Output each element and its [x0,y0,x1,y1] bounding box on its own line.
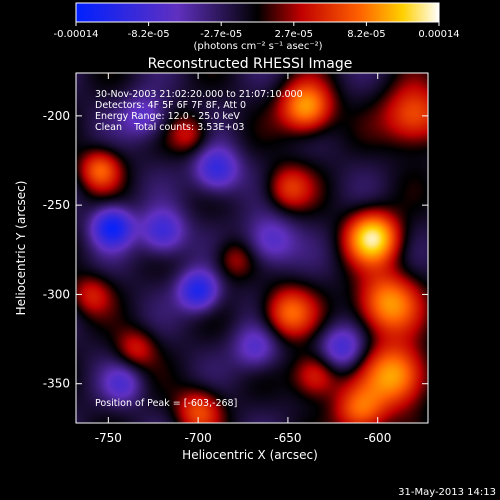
colorbar-tick-label: -8.2e-05 [128,29,170,40]
y-tick-label: -350 [43,377,70,391]
x-axis-ticks: -750 -700 -650 -600 [95,73,391,445]
annotation-clean-counts: Clean Total counts: 3.53E+03 [95,122,244,133]
colorbar-tick-label: 0.00014 [418,29,459,40]
annotation-detectors: Detectors: 4F 5F 6F 7F 8F, Att 0 [95,100,246,111]
footer-date: 31-May-2013 14:13 [398,487,496,498]
y-axis-ticks: -200 -250 -300 -350 [43,109,428,391]
y-tick-label: -200 [43,109,70,123]
x-tick-label: -700 [185,431,212,445]
annotation-energy: Energy Range: 12.0 - 25.0 keV [95,111,240,122]
plot-frame [75,72,429,424]
x-tick-label: -650 [274,431,301,445]
colorbar-unit-label: (photons cm⁻² s⁻¹ asec⁻²) [193,41,322,52]
colorbar-tick-label: 2.7e-05 [275,29,313,40]
y-tick-label: -300 [43,287,70,301]
x-tick-label: -600 [364,431,391,445]
colorbar [75,2,440,23]
colorbar-tick-label: 8.2e-05 [347,29,385,40]
colorbar-ticks: -0.00014 -8.2e-05 -2.7e-05 2.7e-05 8.2e-05 0.… [54,22,460,40]
annotation-peak-position: Position of Peak = [-603,-268] [95,398,237,409]
y-axis-label: Heliocentric Y (arcsec) [14,181,28,316]
heatmap-image-container [76,73,428,423]
x-axis-label: Heliocentric X (arcsec) [182,448,318,462]
chart-title: Reconstructed RHESSI Image [148,56,353,72]
y-tick-label: -250 [43,198,70,212]
heatmap-image [76,73,428,423]
x-tick-label: -750 [95,431,122,445]
colorbar-tick-label: -0.00014 [54,29,99,40]
annotation-time: 30-Nov-2003 21:02:20.000 to 21:07:10.000 [95,89,303,100]
colorbar-tick-label: -2.7e-05 [200,29,242,40]
